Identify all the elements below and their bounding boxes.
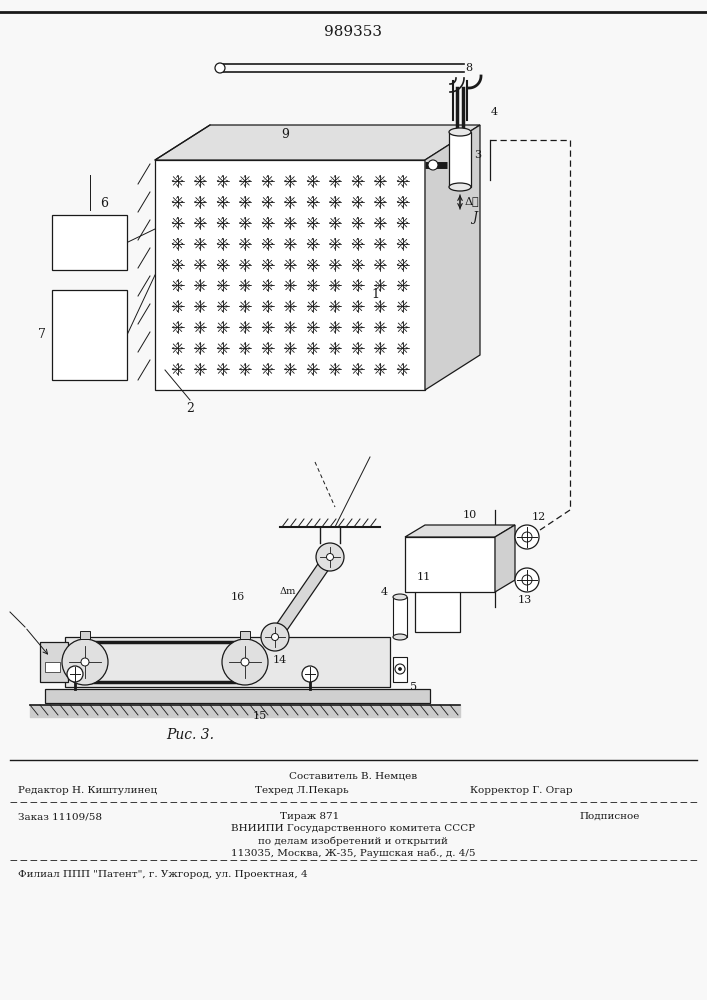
Text: 16: 16 — [230, 592, 245, 602]
Bar — [45, 662, 60, 672]
Text: Δℓ: Δℓ — [465, 196, 479, 206]
Bar — [405, 537, 495, 592]
Text: 8: 8 — [465, 63, 472, 73]
Text: 6: 6 — [100, 197, 108, 210]
Text: Тираж 871: Тираж 871 — [281, 812, 339, 821]
Text: 12: 12 — [532, 512, 547, 522]
Circle shape — [522, 575, 532, 585]
Text: Корректор Г. Огар: Корректор Г. Огар — [470, 786, 573, 795]
Ellipse shape — [449, 128, 471, 136]
Ellipse shape — [393, 634, 407, 640]
Circle shape — [81, 658, 89, 666]
Bar — [393, 657, 407, 682]
Text: Δm: Δm — [279, 587, 296, 596]
Text: 113035, Москва, Ж-35, Раушская наб., д. 4/5: 113035, Москва, Ж-35, Раушская наб., д. … — [230, 848, 475, 857]
Circle shape — [261, 623, 289, 651]
Bar — [393, 597, 407, 637]
Bar — [80, 631, 90, 639]
Text: 15: 15 — [253, 711, 267, 721]
Polygon shape — [495, 525, 515, 592]
Circle shape — [428, 160, 438, 170]
Text: 989353: 989353 — [324, 25, 382, 39]
Circle shape — [399, 668, 402, 670]
Circle shape — [62, 639, 108, 685]
Polygon shape — [155, 125, 480, 160]
Text: 1: 1 — [371, 288, 379, 302]
Polygon shape — [425, 125, 480, 390]
Circle shape — [271, 634, 279, 641]
Circle shape — [327, 554, 334, 560]
Circle shape — [67, 666, 83, 682]
Bar — [52, 290, 127, 380]
Bar — [40, 642, 68, 682]
Bar — [45, 689, 430, 703]
Text: J: J — [472, 211, 477, 224]
Text: 14: 14 — [273, 655, 287, 665]
Circle shape — [522, 532, 532, 542]
Text: по делам изобретений и открытий: по делам изобретений и открытий — [258, 836, 448, 846]
Polygon shape — [155, 160, 425, 390]
Text: 13: 13 — [518, 595, 532, 605]
Circle shape — [515, 525, 539, 549]
Text: 5: 5 — [410, 682, 417, 692]
Bar — [52, 215, 127, 270]
Bar — [240, 631, 250, 639]
Polygon shape — [270, 554, 335, 640]
Text: Филиал ППП "Патент", г. Ужгород, ул. Проектная, 4: Филиал ППП "Патент", г. Ужгород, ул. Про… — [18, 870, 308, 879]
Polygon shape — [405, 525, 515, 537]
Text: Рис. 3.: Рис. 3. — [166, 728, 214, 742]
Circle shape — [316, 543, 344, 571]
Ellipse shape — [449, 183, 471, 191]
Text: 4: 4 — [491, 107, 498, 117]
Text: Подписное: Подписное — [580, 812, 640, 821]
Bar — [415, 587, 460, 632]
Text: Редактор Н. Киштулинец: Редактор Н. Киштулинец — [18, 786, 157, 795]
Ellipse shape — [393, 594, 407, 600]
Text: 10: 10 — [463, 510, 477, 520]
Text: 7: 7 — [38, 328, 46, 342]
Text: Техред Л.Пекарь: Техред Л.Пекарь — [255, 786, 349, 795]
Text: 3: 3 — [474, 150, 481, 160]
Text: ВНИИПИ Государственного комитета СССР: ВНИИПИ Государственного комитета СССР — [231, 824, 475, 833]
Text: 9: 9 — [281, 128, 289, 141]
Circle shape — [302, 666, 318, 682]
Bar — [65, 637, 390, 687]
Circle shape — [222, 639, 268, 685]
Circle shape — [215, 63, 225, 73]
Text: 4: 4 — [381, 587, 388, 597]
Text: Заказ 11109/58: Заказ 11109/58 — [18, 812, 102, 821]
Text: 11: 11 — [417, 572, 431, 582]
Text: 2: 2 — [186, 402, 194, 415]
Circle shape — [395, 664, 405, 674]
Circle shape — [515, 568, 539, 592]
Bar — [449, 132, 471, 187]
Circle shape — [241, 658, 249, 666]
Text: Составитель В. Немцев: Составитель В. Немцев — [289, 772, 417, 781]
